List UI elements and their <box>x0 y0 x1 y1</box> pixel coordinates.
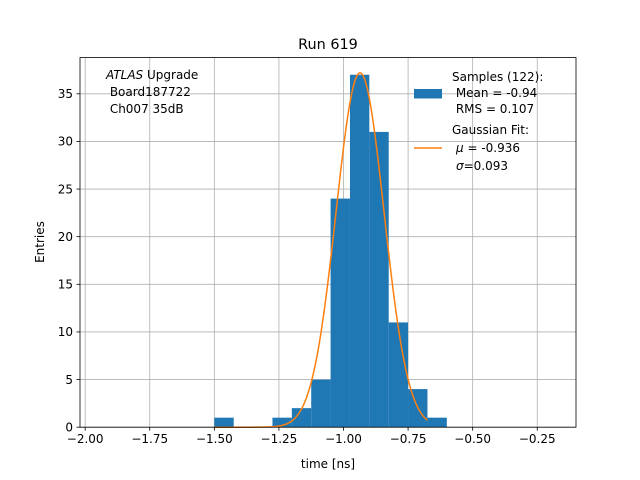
y-tick-label: 25 <box>58 182 73 196</box>
annotation-line-3: Ch007 35dB <box>106 102 184 116</box>
x-tick-label: −1.25 <box>261 432 298 446</box>
x-axis-label: time [ns] <box>301 457 355 471</box>
legend-mean-label: Mean = -0.94 <box>452 86 537 100</box>
histogram-bar <box>349 74 370 428</box>
histogram-bar <box>272 417 292 428</box>
legend-mu-value: = -0.936 <box>464 141 520 155</box>
legend-sigma-symbol: σ <box>456 159 464 173</box>
x-tick-label: −2.00 <box>67 432 104 446</box>
histogram-bar <box>214 417 234 428</box>
plot-frame <box>79 57 577 428</box>
histogram-bar <box>291 408 312 428</box>
y-tick-label: 5 <box>65 373 73 387</box>
legend-mu-symbol: μ <box>455 141 464 155</box>
legend-fit-sigma: σ=0.093 <box>456 159 508 173</box>
histogram-bar <box>311 379 331 428</box>
legend-sigma-value: =0.093 <box>464 159 508 173</box>
y-tick-label: 30 <box>58 135 73 149</box>
annotation-text: ATLAS Upgrade Board187722 Ch007 35dB <box>105 68 198 116</box>
legend-samples-label: Samples (122): <box>452 70 543 84</box>
annotation-line-1: ATLAS Upgrade <box>105 68 198 82</box>
histogram-bars <box>214 74 447 428</box>
y-axis-ticks: 0 5 10 15 20 25 30 35 <box>58 87 80 435</box>
x-tick-label: −1.75 <box>131 432 168 446</box>
annotation-atlas: ATLAS <box>105 68 144 82</box>
y-tick-label: 15 <box>58 278 73 292</box>
chart-title: Run 619 <box>298 37 358 53</box>
legend: Samples (122): Mean = -0.94 RMS = 0.107 … <box>414 70 543 173</box>
y-tick-label: 0 <box>65 421 73 435</box>
x-tick-label: −0.75 <box>390 432 427 446</box>
histogram-bar <box>330 198 350 428</box>
x-tick-label: −1.50 <box>196 432 233 446</box>
histogram-bar <box>369 131 389 428</box>
x-axis-ticks: −2.00 −1.75 −1.50 −1.25 −1.00 −0.75 −0.50 −0.25 <box>67 427 556 446</box>
histogram-bar <box>388 322 409 428</box>
legend-fit-label: Gaussian Fit: <box>452 123 529 137</box>
y-tick-label: 35 <box>58 87 73 101</box>
y-axis-label: Entries <box>33 221 47 263</box>
x-tick-label: −0.25 <box>519 432 556 446</box>
y-tick-label: 20 <box>58 230 73 244</box>
legend-fit-mu: μ = -0.936 <box>455 141 520 155</box>
x-tick-label: −1.00 <box>325 432 362 446</box>
annotation-upgrade: Upgrade <box>143 68 198 82</box>
annotation-line-2: Board187722 <box>106 85 191 99</box>
legend-histogram-swatch <box>414 89 442 99</box>
legend-rms-label: RMS = 0.107 <box>452 102 534 116</box>
x-tick-label: −0.50 <box>454 432 491 446</box>
y-tick-label: 10 <box>58 325 73 339</box>
histogram-bar <box>427 417 447 428</box>
